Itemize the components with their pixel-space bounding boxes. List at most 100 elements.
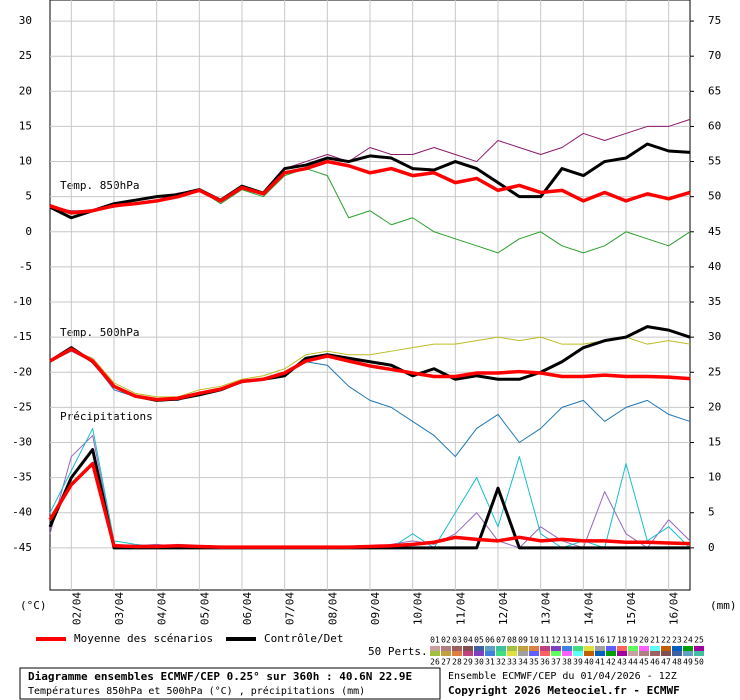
y-axis-label: (°C) xyxy=(20,599,47,612)
member-number: 47 xyxy=(661,658,671,667)
y-tick-label: 15 xyxy=(19,119,32,132)
member-swatch xyxy=(485,651,495,656)
legend-label: Moyenne des scénarios xyxy=(74,632,213,645)
member-number: 09 xyxy=(518,636,528,645)
x-tick-label: 09/04 xyxy=(369,592,382,625)
member-number: 48 xyxy=(672,658,682,667)
member-number: 22 xyxy=(661,636,671,645)
y2-tick-label: 30 xyxy=(708,330,721,343)
member-number: 31 xyxy=(485,658,495,667)
info-box xyxy=(19,667,441,700)
member-swatch xyxy=(628,651,638,656)
x-tick-label: 07/04 xyxy=(284,592,297,625)
member-swatch xyxy=(617,651,627,656)
member-swatch xyxy=(485,646,495,651)
y-tick-label: -25 xyxy=(12,400,32,413)
member-number: 23 xyxy=(672,636,682,645)
member-swatch xyxy=(507,646,517,651)
y-tick-label: -20 xyxy=(12,365,32,378)
member-number: 21 xyxy=(650,636,660,645)
member-swatch xyxy=(661,651,671,656)
y2-tick-label: 5 xyxy=(708,506,715,519)
member-swatch xyxy=(573,646,583,651)
main-line xyxy=(49,347,691,402)
annotation: Temp. 850hPa xyxy=(60,179,139,192)
member-swatch xyxy=(441,646,451,651)
member-number: 28 xyxy=(452,658,462,667)
member-number: 13 xyxy=(562,636,572,645)
y-tick-label: 0 xyxy=(25,225,32,238)
x-tick-label: 02/04 xyxy=(70,592,83,625)
member-swatch xyxy=(650,646,660,651)
member-number: 38 xyxy=(562,658,572,667)
annotation: Précipitations xyxy=(60,410,153,423)
y2-tick-label: 35 xyxy=(708,295,721,308)
member-swatch xyxy=(584,646,594,651)
member-number: 35 xyxy=(529,658,539,667)
member-swatch xyxy=(463,646,473,651)
member-swatch xyxy=(606,646,616,651)
member-number: 49 xyxy=(683,658,693,667)
member-number: 12 xyxy=(551,636,561,645)
y-tick-label: -10 xyxy=(12,295,32,308)
y-tick-label: 10 xyxy=(19,155,32,168)
member-swatch xyxy=(573,651,583,656)
member-swatch xyxy=(551,651,561,656)
member-swatch xyxy=(694,646,704,651)
y2-tick-label: 45 xyxy=(708,225,721,238)
member-swatch xyxy=(430,651,440,656)
member-number: 34 xyxy=(518,658,528,667)
member-number: 19 xyxy=(628,636,638,645)
y-tick-label: 5 xyxy=(25,190,32,203)
member-swatch xyxy=(452,646,462,651)
x-tick-label: 13/04 xyxy=(540,592,553,625)
member-swatch xyxy=(474,646,484,651)
member-swatch xyxy=(430,646,440,651)
member-number: 10 xyxy=(529,636,539,645)
member-swatch xyxy=(562,646,572,651)
member-number: 25 xyxy=(694,636,704,645)
member-swatch xyxy=(452,651,462,656)
member-swatch xyxy=(474,651,484,656)
member-number: 26 xyxy=(430,658,440,667)
main-line xyxy=(49,142,691,220)
y2-tick-label: 20 xyxy=(708,400,721,413)
member-number: 27 xyxy=(441,658,451,667)
member-line xyxy=(49,336,691,398)
member-number: 44 xyxy=(628,658,638,667)
member-swatch xyxy=(463,651,473,656)
y2-tick-label: 15 xyxy=(708,436,721,449)
member-swatch xyxy=(595,646,605,651)
member-number: 24 xyxy=(683,636,693,645)
x-tick-label: 14/04 xyxy=(582,592,595,625)
member-number: 20 xyxy=(639,636,649,645)
y-tick-label: -45 xyxy=(12,541,32,554)
annotation: Temp. 500hPa xyxy=(60,326,139,339)
member-swatch xyxy=(584,651,594,656)
y-tick-label: -35 xyxy=(12,471,32,484)
member-swatch xyxy=(529,651,539,656)
member-number: 39 xyxy=(573,658,583,667)
y-tick-label: 25 xyxy=(19,49,32,62)
member-number: 45 xyxy=(639,658,649,667)
y-tick-label: 30 xyxy=(19,14,32,27)
member-number: 04 xyxy=(463,636,473,645)
member-swatch xyxy=(507,651,517,656)
y2-tick-label: 65 xyxy=(708,84,721,97)
member-number: 16 xyxy=(595,636,605,645)
footer-subtitle: Températures 850hPa et 500hPa (°C) , pré… xyxy=(28,685,365,697)
y-tick-label: -5 xyxy=(19,260,32,273)
y2-tick-label: 0 xyxy=(708,541,715,554)
member-number: 29 xyxy=(463,658,473,667)
member-number: 33 xyxy=(507,658,517,667)
member-number: 36 xyxy=(540,658,550,667)
y-tick-label: -30 xyxy=(12,436,32,449)
member-number: 32 xyxy=(496,658,506,667)
member-swatch xyxy=(518,651,528,656)
member-number: 14 xyxy=(573,636,583,645)
main-line xyxy=(48,461,691,549)
y2-tick-label: 10 xyxy=(708,471,721,484)
member-swatch xyxy=(441,651,451,656)
y2-tick-label: 50 xyxy=(708,190,721,203)
x-tick-label: 16/04 xyxy=(668,592,681,625)
